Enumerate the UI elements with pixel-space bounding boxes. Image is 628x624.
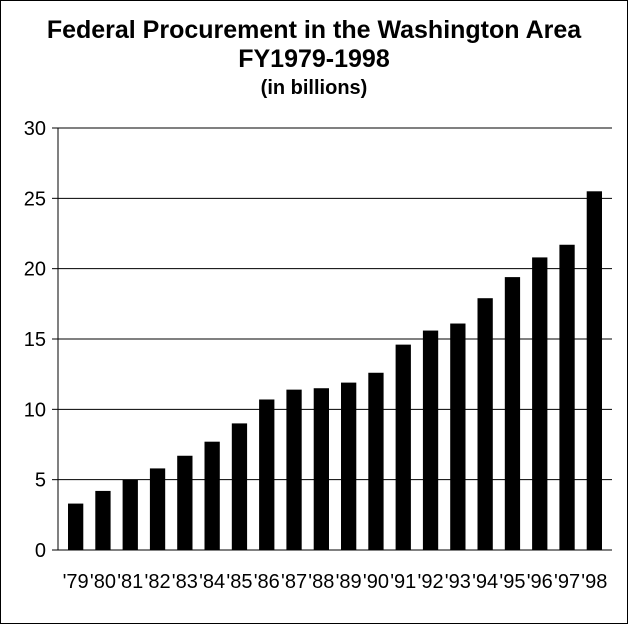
x-tick-label: '81 <box>117 571 143 593</box>
x-tick-label: '91 <box>390 571 416 593</box>
x-tick-label: '96 <box>527 571 553 593</box>
x-tick-label: '92 <box>418 571 444 593</box>
x-tick-label: '89 <box>336 571 362 593</box>
x-tick-label: '88 <box>308 571 334 593</box>
x-tick-label: '94 <box>472 571 498 593</box>
x-tick-label: '85 <box>226 571 252 593</box>
bar <box>341 383 356 550</box>
y-tick-label: 0 <box>35 540 46 562</box>
bar <box>505 277 520 550</box>
x-tick-label: '97 <box>554 571 580 593</box>
bar <box>205 442 220 550</box>
y-tick-label: 25 <box>24 188 46 210</box>
x-tick-label: '98 <box>581 571 607 593</box>
bar <box>232 423 247 550</box>
x-tick-label: '90 <box>363 571 389 593</box>
bars <box>68 191 602 550</box>
x-tick-label: '93 <box>445 571 471 593</box>
bar <box>478 298 493 550</box>
x-tick-label: '80 <box>90 571 116 593</box>
y-tick-label: 10 <box>24 399 46 421</box>
bar <box>259 399 274 550</box>
y-tick-label: 5 <box>35 470 46 492</box>
bar <box>177 456 192 550</box>
bar <box>396 345 411 550</box>
gridlines <box>58 128 612 480</box>
y-tick-label: 15 <box>24 329 46 351</box>
bar <box>314 388 329 550</box>
bar <box>450 324 465 550</box>
x-tick-label: '82 <box>145 571 171 593</box>
bar <box>95 491 110 550</box>
bar <box>423 331 438 550</box>
x-tick-label: '83 <box>172 571 198 593</box>
bar <box>587 191 602 550</box>
y-tick-label: 30 <box>24 118 46 140</box>
x-tick-label: '95 <box>499 571 525 593</box>
bar <box>559 245 574 550</box>
bar <box>123 480 138 550</box>
x-tick-labels: '79'80'81'82'83'84'85'86'87'88'89'90'91 '… <box>63 571 608 593</box>
x-tick-label: '87 <box>281 571 307 593</box>
y-tick-labels: 0 5 10 15 20 25 30 <box>24 118 46 562</box>
bar <box>368 373 383 550</box>
bar <box>68 504 83 550</box>
x-tick-label: '84 <box>199 571 225 593</box>
x-tick-label: '79 <box>63 571 89 593</box>
y-tick-label: 20 <box>24 259 46 281</box>
bar <box>286 390 301 550</box>
x-tick-label: '86 <box>254 571 280 593</box>
bar <box>150 468 165 550</box>
bar <box>532 257 547 550</box>
